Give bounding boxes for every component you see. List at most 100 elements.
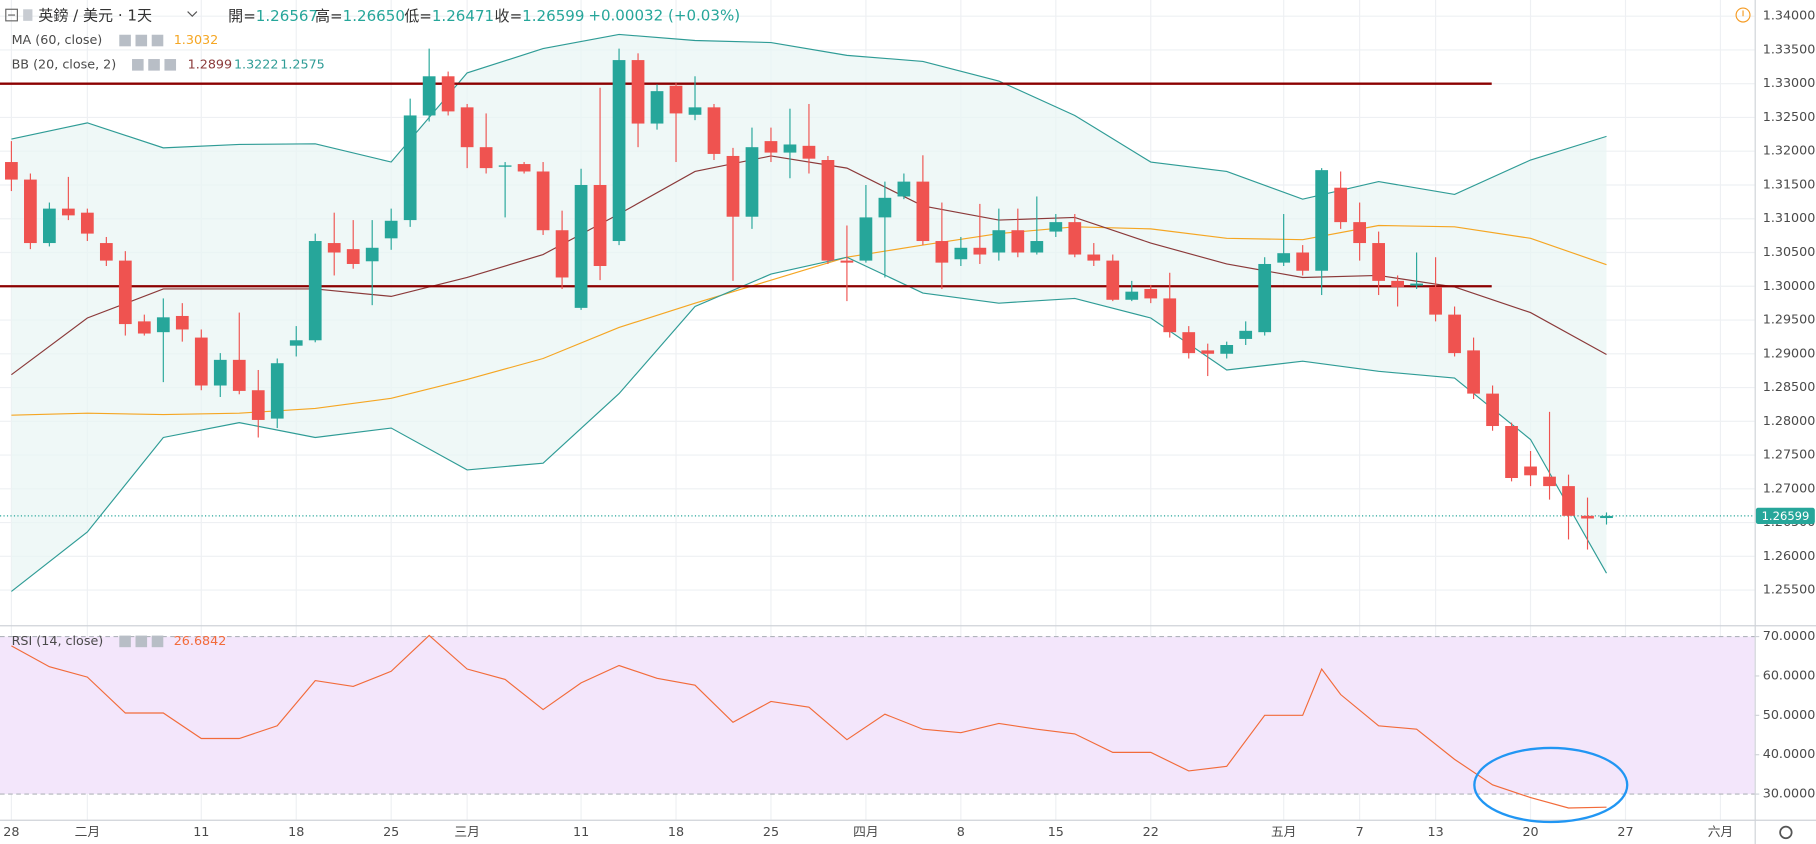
high-label: 高=	[315, 7, 343, 25]
symbol-menu-arrow[interactable]	[187, 11, 198, 18]
candle-body	[479, 147, 493, 169]
rsi-legend-name[interactable]: RSI (14, close)	[12, 634, 104, 649]
candle-body	[80, 212, 94, 234]
high-value: 1.26650	[343, 7, 405, 25]
symbol[interactable]: 英鎊 / 美元 · 1天	[38, 7, 152, 25]
x-tick-label: 二月	[75, 825, 100, 840]
candle-body	[1543, 476, 1556, 487]
candle-body	[612, 60, 626, 242]
candle-body	[251, 390, 265, 420]
candle-body	[1315, 170, 1329, 271]
candle-body	[1372, 243, 1385, 281]
candle-body	[1524, 466, 1537, 476]
candle-body	[289, 340, 303, 346]
candle-body	[1049, 222, 1063, 232]
candle-body	[1296, 252, 1310, 271]
candle-body	[43, 208, 56, 244]
ma-legend-name[interactable]: MA (60, close)	[12, 33, 103, 48]
candle-body	[878, 197, 892, 218]
candle-body	[517, 164, 531, 172]
y-tick-label: 1.29000	[1763, 346, 1816, 361]
eye-icon[interactable]	[119, 34, 131, 47]
candle-body	[1068, 222, 1082, 255]
candle-body	[745, 147, 759, 217]
candle-body	[498, 165, 512, 167]
rsi-legend-value: 26.6842	[174, 634, 227, 649]
x-tick-label: 13	[1428, 825, 1444, 840]
low-field: 低=1.26471	[404, 7, 494, 25]
settings-gear[interactable]	[1779, 825, 1793, 840]
candle-body	[954, 247, 968, 260]
candle-body	[802, 145, 816, 159]
candle-body	[1486, 393, 1499, 427]
settings-icon[interactable]	[135, 34, 148, 47]
remove-icon[interactable]	[151, 635, 164, 648]
candle-body	[5, 162, 18, 180]
axis-layer: 1.255001.260001.265001.270001.275001.280…	[3, 9, 1815, 840]
candle-body	[1125, 291, 1139, 300]
candle-body	[707, 107, 721, 154]
candle-body	[1277, 253, 1291, 263]
candle-body	[1163, 298, 1177, 333]
settings-icon[interactable]	[148, 59, 160, 71]
candle-body	[232, 359, 246, 391]
y-tick-label: 50.0000	[1763, 708, 1816, 723]
candle-body	[688, 107, 702, 115]
candle-body	[365, 247, 379, 262]
last-price-box	[1755, 507, 1815, 524]
candle-body	[764, 141, 778, 153]
x-tick-label: 五月	[1271, 825, 1296, 840]
collapse-icon[interactable]	[5, 8, 18, 22]
y-tick-label: 1.32000	[1763, 144, 1816, 159]
low-label: 低=	[404, 7, 432, 25]
y-tick-label: 1.33500	[1763, 42, 1816, 57]
eye-icon[interactable]	[132, 59, 144, 71]
x-tick-label: 20	[1522, 825, 1538, 840]
x-tick-label: 25	[763, 825, 779, 840]
candle-body	[99, 243, 113, 261]
candle-body	[61, 208, 75, 216]
candle-body	[593, 184, 607, 267]
high-field: 高=1.26650	[315, 7, 405, 25]
alert-icon[interactable]	[1735, 7, 1751, 23]
eye-icon[interactable]	[119, 635, 131, 648]
symbol-icon	[23, 9, 33, 21]
y-tick-label: 1.32500	[1763, 110, 1816, 125]
x-tick-label: 15	[1048, 825, 1064, 840]
y-tick-label: 1.28000	[1763, 414, 1816, 429]
remove-icon[interactable]	[164, 59, 177, 71]
remove-icon[interactable]	[151, 34, 164, 47]
x-tick-label: 18	[288, 825, 304, 840]
candle-body	[156, 317, 170, 333]
candle-body	[916, 181, 930, 242]
x-tick-label: 11	[193, 825, 209, 840]
candle-body	[1220, 344, 1234, 354]
candle-body	[460, 107, 474, 148]
mark-layer	[5, 48, 1613, 550]
x-tick-label: 22	[1143, 825, 1159, 840]
bb-legend-name[interactable]: BB (20, close, 2)	[12, 57, 117, 72]
candle-body	[726, 155, 740, 217]
x-tick-label: 四月	[853, 825, 878, 840]
candle-body	[1562, 486, 1575, 516]
bb-legend-icons	[132, 59, 177, 71]
y-tick-label: 1.26000	[1763, 549, 1816, 564]
candle-body	[175, 315, 189, 330]
candle-body	[669, 85, 683, 114]
rsi-legend-icons	[119, 635, 164, 648]
y-tick-label: 1.31000	[1763, 211, 1816, 226]
last-price-label: 1.26599	[1762, 509, 1810, 523]
open-value: 1.26567	[256, 7, 318, 25]
change: +0.00032 (+0.03%)	[588, 7, 740, 25]
candle-body	[1353, 222, 1367, 244]
candle-body	[1410, 283, 1423, 286]
bb-lower-value: 1.2575	[280, 57, 325, 72]
candle-body	[1182, 332, 1196, 354]
candle-body	[1144, 288, 1158, 299]
x-tick-label: 18	[668, 825, 684, 840]
candle-body	[1391, 280, 1404, 287]
candle-body	[422, 76, 436, 116]
settings-icon[interactable]	[135, 635, 148, 648]
